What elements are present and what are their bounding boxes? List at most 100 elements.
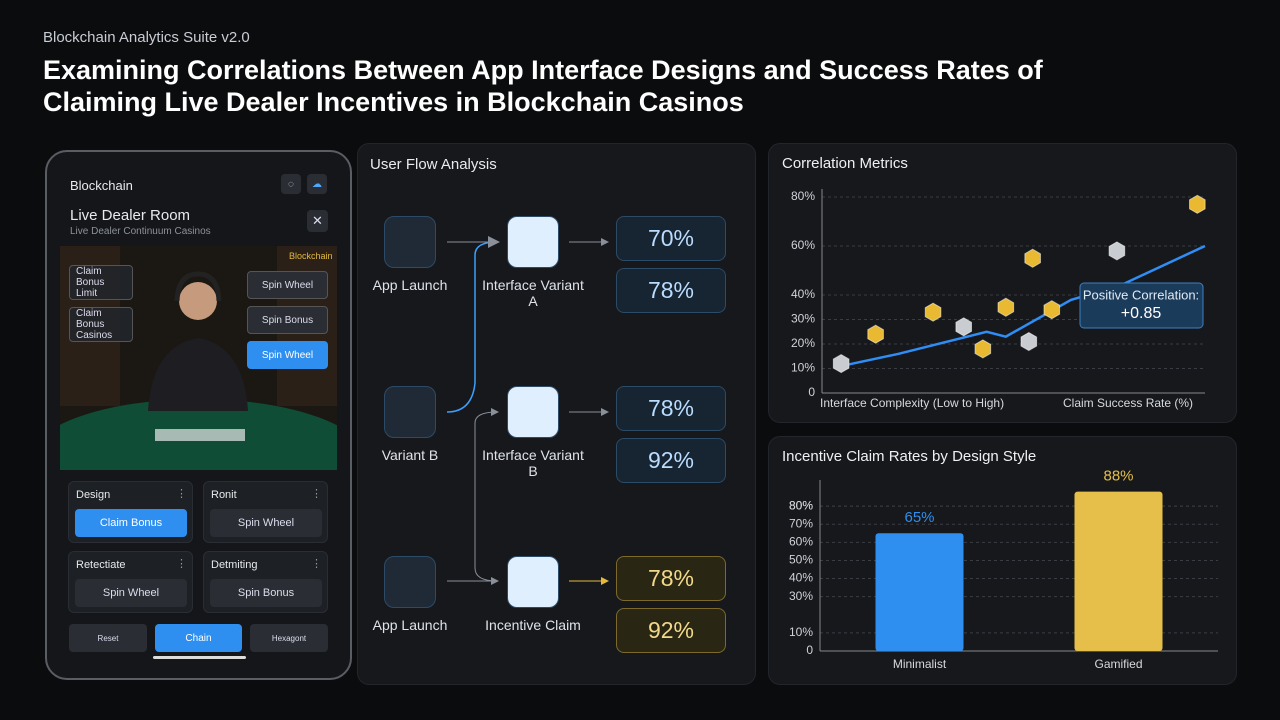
arrow <box>446 236 500 413</box>
menu-dots[interactable]: ⋮ <box>176 488 187 500</box>
icon-button[interactable]: ☁ <box>307 174 327 194</box>
title: Examining Correlations Between App Inter… <box>43 55 1043 85</box>
rate-box: 78% <box>616 268 726 313</box>
menu-dots[interactable]: ⋮ <box>311 488 322 500</box>
overlay-button[interactable]: Spin Wheel <box>247 271 328 299</box>
y-tick-label: 20% <box>791 336 815 350</box>
overlay-button[interactable]: Spin Wheel <box>247 341 328 369</box>
target-label: Incentive Claim <box>485 617 581 633</box>
card-title: Detmiting <box>211 559 258 571</box>
y-tick-label: 80% <box>789 498 813 512</box>
y-tick-label: 70% <box>789 516 813 530</box>
close-button[interactable]: ✕ <box>307 210 328 232</box>
card-title: Ronit <box>211 489 237 501</box>
cube-point <box>1108 241 1126 261</box>
y-tick-label: 40% <box>789 571 813 585</box>
rate-box: 78% <box>616 556 726 601</box>
rate-box: 70% <box>616 216 726 261</box>
target-icon <box>507 216 559 268</box>
cube-point <box>1024 248 1041 268</box>
rate-box: 92% <box>616 608 726 653</box>
chart-title: Correlation Metrics <box>782 155 908 172</box>
cube-point <box>832 354 850 374</box>
bar-chart: Incentive Claim Rates by Design Style 0 10… <box>782 448 1218 671</box>
source-label: Variant B <box>381 447 439 463</box>
y-tick-label: 0 <box>806 643 813 657</box>
target-label: Interface Variant A <box>482 277 584 309</box>
menu-dots[interactable]: ⋮ <box>176 558 187 570</box>
cards <box>155 429 245 441</box>
source-label: App Launch <box>372 617 448 633</box>
card-button[interactable]: Claim Bonus <box>75 509 187 537</box>
card-title: Retectiate <box>76 559 126 571</box>
room-subtitle: Live Dealer Continuum Casinos <box>70 226 211 237</box>
overlay-button[interactable]: Claim Bonus Casinos <box>69 307 133 342</box>
video-badge: Blockchain <box>289 251 333 261</box>
dealer-head <box>179 282 217 320</box>
target-icon <box>507 386 559 438</box>
y-tick-label: 80% <box>789 498 813 512</box>
source-icon <box>384 386 436 438</box>
y-tick-label: 80% <box>791 189 815 203</box>
icon-button[interactable]: ◌ <box>281 174 301 194</box>
menu-dots[interactable]: ⋮ <box>311 558 322 570</box>
y-tick-label: 60% <box>791 238 815 252</box>
y-tick-label: 30% <box>789 589 813 603</box>
dealer-body <box>148 338 248 411</box>
bar <box>875 533 964 651</box>
headset <box>174 271 222 302</box>
home-indicator <box>153 656 246 659</box>
target-icon <box>507 556 559 608</box>
flow-arrows <box>446 236 609 585</box>
bar <box>1074 491 1163 651</box>
value-label: 88% <box>1103 468 1133 485</box>
arrow <box>474 408 499 433</box>
app-name: Blockchain <box>70 178 133 193</box>
y-tick-label: 30% <box>791 312 815 326</box>
cube-point <box>924 302 942 322</box>
cube-point <box>974 339 992 359</box>
nav-button[interactable]: Chain <box>155 624 242 652</box>
cube-point <box>1189 194 1206 214</box>
nav-button[interactable]: Reset <box>69 624 147 652</box>
source-label: App Launch <box>372 277 448 293</box>
rate-box: 92% <box>616 438 726 483</box>
y-tick-label: 10% <box>789 625 813 639</box>
room-title: Live Dealer Room <box>70 207 191 224</box>
y-tick-label: 40% <box>791 287 815 301</box>
annotation-value: +0.85 <box>1121 305 1162 322</box>
overlay-button[interactable]: Spin Bonus <box>247 306 328 334</box>
annotation-text: Positive Correlation: <box>1083 287 1199 302</box>
chart-title: Incentive Claim Rates by Design Style <box>782 448 1036 465</box>
x-tick-label: Minimalist <box>893 657 947 671</box>
y-tick-label: 10% <box>791 361 815 375</box>
cube-point <box>867 324 884 344</box>
value-label: 65% <box>904 509 934 526</box>
card-button[interactable]: Spin Wheel <box>75 579 187 607</box>
x-tick-label: Gamified <box>1094 657 1142 671</box>
source-icon <box>384 556 436 608</box>
card-button[interactable]: Spin Wheel <box>210 509 322 537</box>
card-button[interactable]: Spin Bonus <box>210 579 322 607</box>
y-axis-label: Claim Success Rate (%) <box>1063 396 1193 410</box>
target-label: Interface Variant B <box>482 447 584 479</box>
y-tick-label: 0 <box>808 385 815 399</box>
rate-box: 78% <box>616 386 726 431</box>
overlay-button[interactable]: Claim Bonus Limit <box>69 265 133 300</box>
flow-title: User Flow Analysis <box>370 156 497 173</box>
title: Claiming Live Dealer Incentives in Block… <box>43 87 744 117</box>
subtitle: Blockchain Analytics Suite v2.0 <box>43 29 250 46</box>
nav-button[interactable]: Hexagont <box>250 624 328 652</box>
cube-point <box>1043 300 1061 320</box>
x-axis-label: Interface Complexity (Low to High) <box>820 396 1004 410</box>
source-icon <box>384 216 436 268</box>
cube-point <box>955 317 973 337</box>
y-tick-label: 50% <box>789 553 813 567</box>
y-tick-label: 60% <box>789 535 813 549</box>
annotation-box <box>1079 282 1204 329</box>
cube-point <box>997 297 1015 317</box>
card-title: Design <box>76 489 111 501</box>
correlation-chart: Correlation Metrics 0 10% 20% 30% 40% 60% 80% In… <box>782 155 1206 410</box>
cube-point <box>1020 331 1038 352</box>
